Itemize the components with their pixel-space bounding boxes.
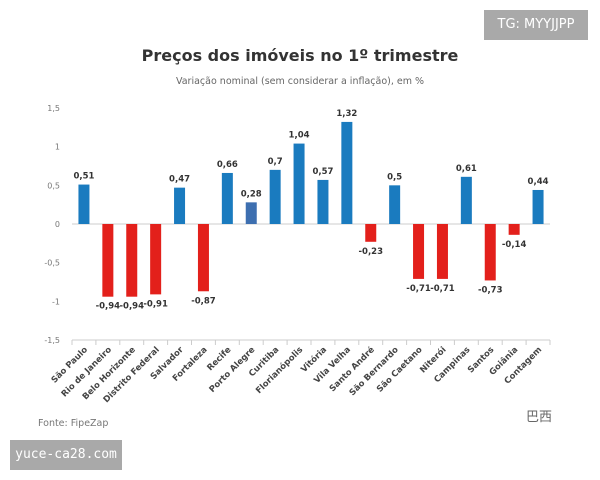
watermark-top: TG: MYYJJPP <box>484 10 588 40</box>
data-label: -0,73 <box>478 285 503 295</box>
data-label: 0,5 <box>387 172 402 182</box>
bar <box>317 179 329 224</box>
y-tick-label: -1,5 <box>44 336 60 345</box>
bar <box>126 224 138 297</box>
bar <box>102 224 114 297</box>
source-note: Fonte: FipeZap <box>38 418 109 429</box>
data-label: -0,23 <box>359 247 384 257</box>
data-label: -0,91 <box>143 299 168 309</box>
bar <box>389 185 401 224</box>
y-tick-label: -0,5 <box>44 259 60 268</box>
y-tick-label: 0 <box>55 220 60 229</box>
y-tick-label: 1 <box>55 143 60 152</box>
bar <box>174 187 186 224</box>
data-label: 0,28 <box>241 189 262 199</box>
data-label: -0,94 <box>120 302 145 312</box>
data-label: -0,71 <box>430 284 455 294</box>
bar <box>197 224 209 292</box>
bar <box>269 169 281 224</box>
data-label: -0,71 <box>406 284 431 294</box>
data-label: -0,87 <box>191 296 216 306</box>
bar <box>460 176 472 224</box>
bar <box>365 224 377 242</box>
data-label: 0,57 <box>312 167 333 177</box>
bar <box>221 172 233 224</box>
data-label: 0,66 <box>217 160 238 170</box>
data-label: 1,32 <box>336 109 357 119</box>
y-tick-label: -1 <box>52 297 60 306</box>
bar <box>150 224 162 295</box>
bar <box>341 121 353 224</box>
data-label: 0,47 <box>169 175 190 185</box>
bar <box>78 184 90 224</box>
data-label: 0,51 <box>73 172 94 182</box>
bar <box>293 143 305 224</box>
bar <box>413 224 425 279</box>
wechat-logo: 巴西 <box>526 410 553 425</box>
chart-subtitle: Variação nominal (sem considerar a infla… <box>175 76 425 87</box>
bar <box>484 224 496 281</box>
chart-title: Preços dos imóveis no 1º trimestre <box>141 46 459 65</box>
data-label: -0,14 <box>502 240 527 250</box>
bar <box>508 224 520 235</box>
data-label: -0,94 <box>96 302 121 312</box>
watermark-bottom: yuce-ca28.com <box>10 440 122 470</box>
y-tick-label: 0,5 <box>47 181 60 190</box>
bar <box>245 202 257 224</box>
bar <box>532 189 544 224</box>
data-label: 0,61 <box>456 164 477 174</box>
data-label: 0,44 <box>528 177 549 187</box>
y-tick-label: 1,5 <box>47 104 60 113</box>
data-label: 1,04 <box>289 131 310 141</box>
bar <box>436 224 448 279</box>
data-label: 0,7 <box>268 157 283 167</box>
